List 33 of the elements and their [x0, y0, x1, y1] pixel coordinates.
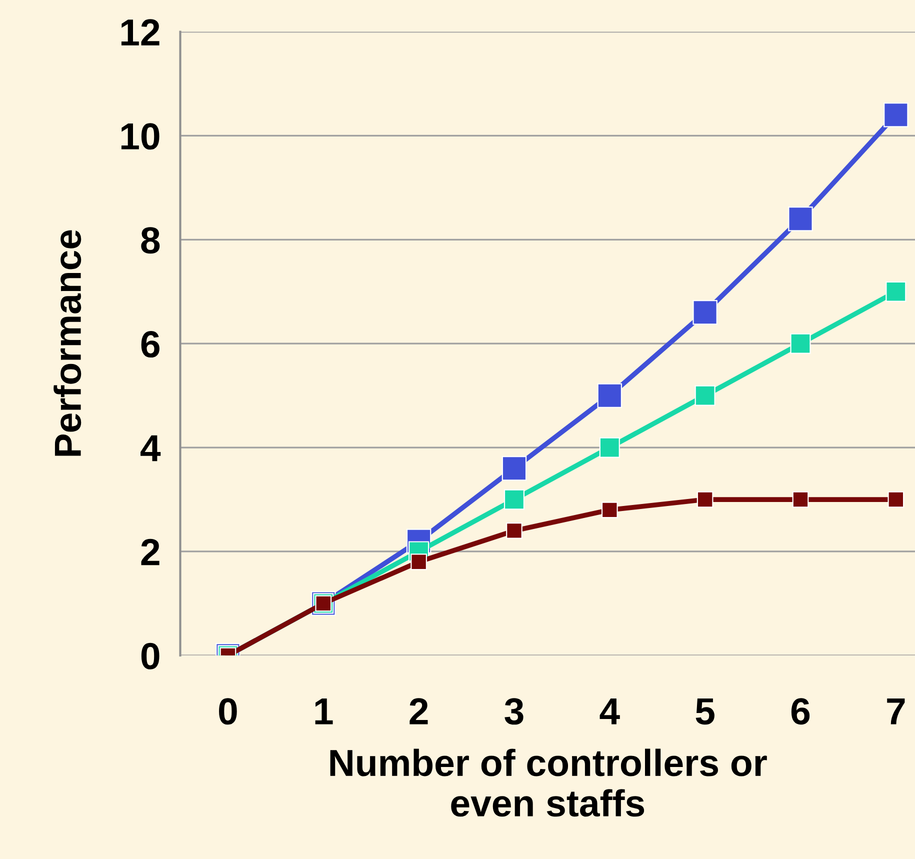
point	[886, 281, 906, 302]
point	[788, 206, 813, 232]
x-axis-title: Number of controllers or even staffs	[330, 748, 767, 817]
point	[601, 502, 618, 518]
x-tick-label: 1	[315, 698, 333, 724]
point	[506, 522, 522, 539]
x-tick-label: 0	[219, 698, 237, 725]
y-axis-title: Performance	[54, 230, 82, 456]
y-tick-label: 10	[121, 123, 160, 150]
x-tick-label: 4	[600, 698, 620, 724]
point	[694, 385, 716, 406]
y-tick-label: 12	[121, 19, 160, 46]
x-tick-label: 3	[504, 698, 524, 725]
x-tick-label: 2	[410, 698, 428, 724]
point	[692, 300, 718, 325]
point	[502, 456, 527, 481]
point	[597, 383, 622, 408]
y-tick-label: 6	[141, 331, 160, 358]
y-tick-label: 4	[140, 435, 161, 462]
x-tick-label: 5	[696, 698, 714, 725]
point	[792, 491, 809, 508]
y-tick-label: 2	[141, 538, 160, 566]
point	[410, 554, 427, 570]
x-tick-label: 6	[791, 698, 810, 725]
point	[888, 491, 904, 508]
point	[504, 489, 525, 510]
point	[790, 333, 811, 354]
point	[884, 102, 908, 128]
x-tick-label: 7	[887, 698, 905, 724]
y-tick-label: 0	[141, 642, 160, 670]
point	[599, 437, 620, 458]
y-tick-label: 8	[141, 227, 160, 254]
point	[696, 491, 714, 508]
